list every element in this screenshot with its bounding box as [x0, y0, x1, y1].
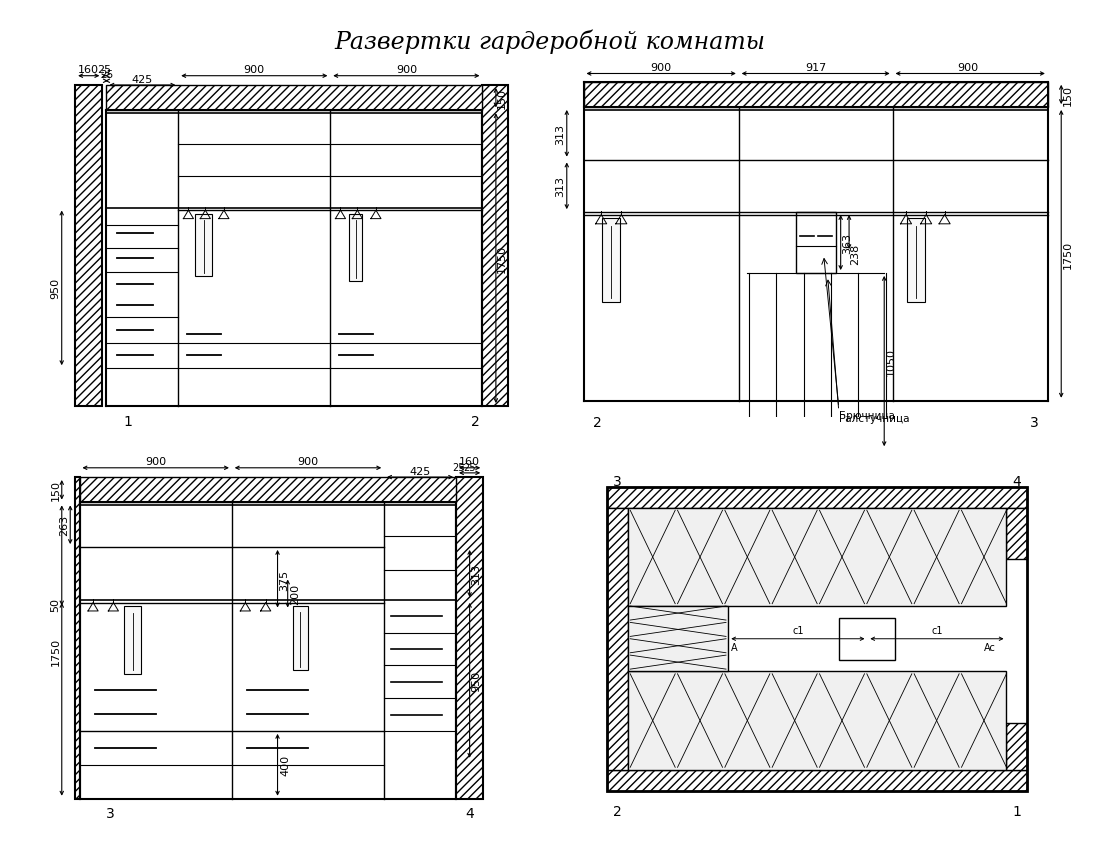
Bar — [107, 86, 483, 112]
Text: 3: 3 — [1030, 416, 1038, 430]
Bar — [628, 509, 1006, 607]
Text: 313: 313 — [556, 176, 565, 197]
Text: 25: 25 — [452, 462, 464, 472]
Text: 900: 900 — [396, 66, 417, 75]
Text: 1: 1 — [1012, 803, 1022, 818]
Text: 425: 425 — [132, 75, 153, 84]
Text: 50: 50 — [51, 597, 60, 612]
Text: 900: 900 — [297, 457, 319, 467]
Bar — [75, 86, 102, 406]
Text: c1: c1 — [932, 625, 943, 636]
Text: 160: 160 — [78, 66, 99, 75]
Text: 4: 4 — [465, 806, 474, 820]
Bar — [1006, 509, 1027, 560]
Text: 3: 3 — [613, 475, 621, 488]
Text: 1: 1 — [123, 414, 132, 428]
Bar — [456, 477, 483, 798]
Bar — [602, 219, 620, 302]
Bar — [75, 477, 79, 798]
Bar — [79, 477, 456, 503]
Bar — [349, 215, 362, 282]
Text: 900: 900 — [145, 457, 166, 467]
Text: 150: 150 — [1063, 85, 1072, 106]
Text: 900: 900 — [650, 63, 672, 73]
Text: 1750: 1750 — [1063, 240, 1072, 268]
Text: A: A — [730, 642, 737, 653]
Text: 1750: 1750 — [51, 636, 60, 665]
Text: 150: 150 — [51, 480, 60, 501]
Bar — [795, 213, 836, 273]
Bar — [124, 606, 141, 674]
Text: 1050: 1050 — [886, 348, 895, 376]
Text: 425: 425 — [409, 466, 431, 476]
Text: 900: 900 — [244, 66, 265, 75]
Text: 400: 400 — [280, 754, 290, 775]
Text: 238: 238 — [850, 243, 860, 264]
Bar — [628, 671, 1006, 769]
Text: 2: 2 — [613, 803, 621, 818]
Text: 2: 2 — [471, 414, 480, 428]
Bar — [607, 487, 1027, 791]
Text: 25: 25 — [100, 71, 113, 80]
Text: 313: 313 — [556, 124, 565, 145]
Text: 917: 917 — [805, 63, 826, 73]
Text: 4: 4 — [1013, 475, 1022, 488]
Bar — [839, 618, 895, 660]
Text: 900: 900 — [957, 63, 979, 73]
Bar — [607, 487, 1027, 509]
Text: Галстучница: Галстучница — [839, 414, 910, 423]
Bar — [607, 769, 1027, 791]
Text: 3: 3 — [106, 806, 114, 820]
Bar — [483, 86, 508, 406]
Text: 950: 950 — [51, 278, 60, 299]
Text: 160: 160 — [459, 457, 480, 467]
Text: 313: 313 — [471, 563, 481, 584]
Text: 200: 200 — [290, 584, 300, 604]
Text: 25: 25 — [97, 66, 111, 75]
Text: 363: 363 — [842, 233, 852, 254]
Text: Развертки гардеробной комнаты: Развертки гардеробной комнаты — [334, 30, 766, 55]
Text: Ac: Ac — [984, 642, 996, 653]
Bar — [628, 607, 728, 671]
Text: 1750: 1750 — [497, 245, 507, 273]
Text: 2: 2 — [593, 416, 602, 430]
Bar — [607, 509, 628, 769]
Bar — [584, 83, 1048, 108]
Text: 150: 150 — [497, 88, 507, 109]
Text: Брючница: Брючница — [839, 411, 894, 420]
Text: c1: c1 — [792, 625, 804, 636]
Bar — [1006, 723, 1027, 769]
Bar — [906, 219, 925, 302]
Text: 950: 950 — [471, 670, 481, 691]
Text: 263: 263 — [59, 515, 69, 536]
Text: 25: 25 — [463, 462, 476, 472]
Bar — [293, 606, 308, 671]
Text: 375: 375 — [279, 569, 289, 590]
Bar — [195, 215, 212, 277]
